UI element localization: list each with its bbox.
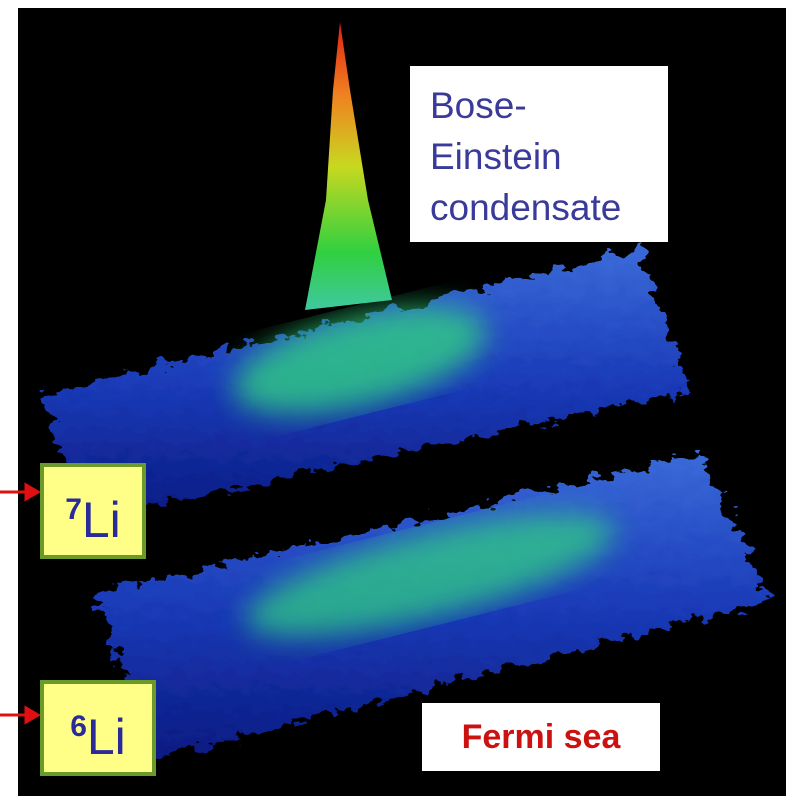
mass-number: 7 bbox=[65, 493, 82, 526]
bec-line: Bose- bbox=[430, 80, 668, 131]
bec-line: Einstein bbox=[430, 131, 668, 182]
mass-number: 6 bbox=[70, 710, 87, 743]
element-symbol: Li bbox=[87, 709, 126, 765]
figure: Bose- Einstein condensate 7Li 6Li Fermi … bbox=[0, 0, 786, 796]
bec-line: condensate bbox=[430, 182, 668, 233]
surface-plot bbox=[0, 0, 786, 796]
bec-label: Bose- Einstein condensate bbox=[410, 66, 668, 242]
li6-label: 6Li bbox=[40, 680, 156, 776]
li7-label: 7Li bbox=[40, 463, 146, 559]
fermi-label: Fermi sea bbox=[422, 703, 660, 771]
element-symbol: Li bbox=[82, 492, 121, 548]
